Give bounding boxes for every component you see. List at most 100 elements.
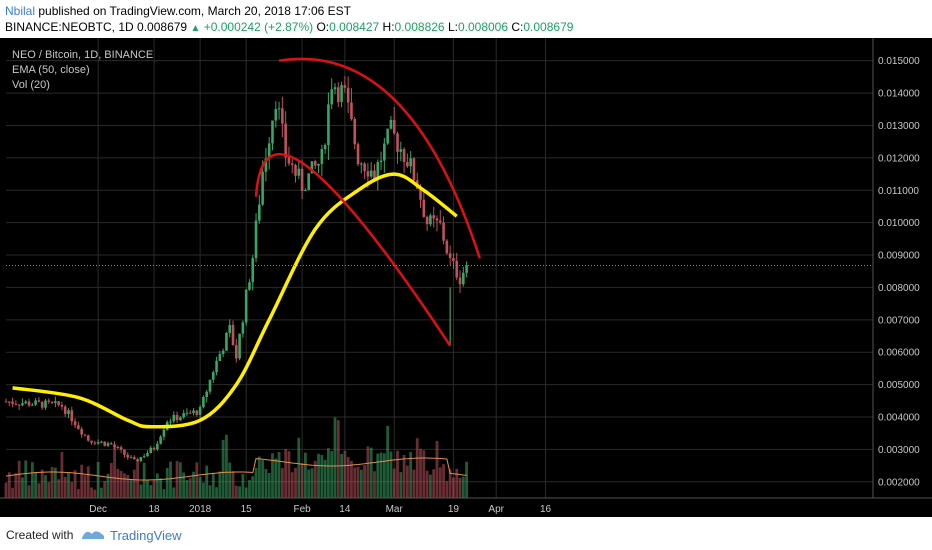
volume-bar	[241, 474, 245, 498]
candle-body	[435, 218, 439, 221]
volume-bar	[103, 480, 107, 498]
candle-body	[11, 401, 14, 404]
volume-bar	[320, 455, 324, 498]
candle-body	[162, 429, 166, 437]
candle-body	[277, 108, 281, 110]
volume-bar	[287, 451, 291, 498]
price-axis[interactable]: 0.015000 0.014000 0.013000 0.012000 0.011000…	[878, 56, 920, 488]
candle-body	[225, 332, 228, 351]
volume-bar	[44, 475, 47, 498]
volume-bar	[340, 453, 343, 498]
candle-body	[264, 158, 268, 172]
candle-body	[409, 158, 412, 167]
volume-bar	[116, 468, 120, 498]
candle-body	[73, 421, 77, 426]
low-value: 0.008006	[457, 20, 509, 34]
ema-line	[12, 172, 458, 429]
volume-bar	[155, 473, 159, 498]
candle-body	[146, 453, 149, 457]
candle-body	[294, 164, 297, 176]
price-change: +0.000242 (+2.87%)	[203, 20, 314, 34]
candle-body	[274, 109, 278, 121]
quote-line: BINANCE:NEOBTC, 1D 0.008679 ▲ +0.000242 …	[5, 20, 573, 34]
tradingview-logo-icon[interactable]	[80, 525, 106, 541]
volume-bar	[100, 487, 103, 498]
volume-bar	[132, 469, 136, 498]
candle-body	[261, 171, 264, 205]
volume-bar	[323, 459, 327, 498]
volume-bar	[60, 451, 64, 498]
time-tick-label: 18	[148, 504, 160, 515]
volume-bar	[425, 470, 429, 498]
trend-arc	[278, 57, 481, 259]
candle-body	[313, 161, 317, 166]
candle-body	[139, 456, 143, 461]
price-tick-label: 0.015000	[878, 56, 920, 67]
trendlines	[254, 57, 481, 347]
volume-bar	[109, 463, 113, 498]
candle-body	[383, 143, 386, 161]
open-value: 0.008427	[329, 20, 380, 34]
volume-bar	[24, 460, 28, 498]
candle-body	[142, 456, 146, 458]
volume-bar	[139, 484, 143, 498]
candle-body	[412, 158, 416, 181]
volume-bar	[458, 477, 462, 498]
candle-body	[83, 434, 87, 436]
legend-title: NEO / Bitcoin, 1D, BINANCE	[12, 49, 153, 61]
candle-body	[290, 163, 294, 165]
volume-bar	[386, 425, 390, 498]
candle-body	[4, 401, 8, 403]
volume-bar	[27, 485, 31, 498]
volume-bar	[313, 460, 317, 498]
time-axis[interactable]: Dec 18 2018 15 Feb 14 Mar 19 Apr 16	[89, 504, 551, 515]
candle-body	[172, 414, 176, 422]
candle-body	[254, 220, 258, 259]
candle-body	[300, 168, 304, 192]
volume-bar	[353, 467, 357, 498]
volume-bar	[192, 471, 195, 498]
volume-bar	[415, 438, 419, 498]
volume-bar	[208, 485, 212, 498]
candle-body	[119, 447, 123, 450]
candle-body	[287, 157, 291, 164]
candle-body	[93, 442, 97, 444]
volume-bar	[21, 477, 24, 498]
time-tick-label: Feb	[293, 504, 311, 515]
candle-body	[356, 144, 360, 165]
candle-body	[360, 163, 363, 165]
volume-bar	[317, 453, 320, 498]
price-tick-label: 0.005000	[878, 380, 920, 391]
volume-bar	[172, 487, 176, 498]
volume-bar	[244, 487, 248, 498]
candle-body	[113, 444, 116, 448]
candle-body	[363, 163, 366, 172]
volume-bar	[53, 467, 57, 498]
candle-body	[60, 404, 64, 407]
volume-bar	[432, 469, 436, 498]
volume-bar	[106, 473, 110, 498]
price-tick-label: 0.004000	[878, 413, 920, 424]
volume-bar	[452, 477, 455, 498]
price-tick-label: 0.013000	[878, 121, 920, 132]
candle-body	[44, 400, 47, 408]
candle-body	[462, 272, 465, 285]
volume-bar	[169, 461, 172, 498]
price-chart[interactable]: 0.015000 0.014000 0.013000 0.012000 0.011000…	[0, 38, 932, 517]
candle-body	[320, 149, 324, 164]
volume-bar	[303, 452, 307, 498]
volume-bar	[254, 467, 258, 498]
volume-bar	[280, 468, 284, 498]
volume-bar	[310, 468, 314, 498]
price-tick-label: 0.007000	[878, 315, 920, 326]
tradingview-brand[interactable]: TradingView	[110, 528, 182, 543]
legend-vol: Vol (20)	[12, 79, 50, 91]
high-value: 0.008826	[394, 20, 445, 34]
volume-bar	[373, 471, 376, 498]
author-link[interactable]: Nbilal	[5, 4, 36, 18]
candle-body	[67, 410, 70, 414]
candle-body	[258, 204, 261, 221]
volume-bar	[343, 450, 347, 498]
candle-body	[70, 410, 74, 422]
candle-body	[438, 220, 442, 223]
